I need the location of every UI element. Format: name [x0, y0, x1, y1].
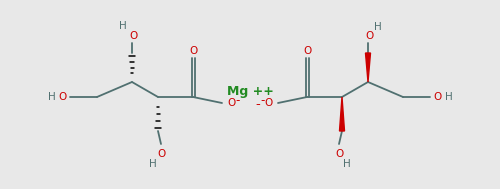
- Text: O: O: [433, 92, 442, 102]
- Text: H: H: [343, 159, 351, 169]
- Polygon shape: [340, 97, 344, 131]
- Text: Mg ++: Mg ++: [226, 84, 274, 98]
- Text: O: O: [189, 46, 197, 56]
- Polygon shape: [366, 53, 370, 82]
- Text: O: O: [365, 31, 373, 41]
- Text: H: H: [374, 22, 382, 32]
- Text: H: H: [119, 21, 127, 31]
- Text: -: -: [256, 98, 260, 112]
- Text: O: O: [227, 98, 235, 108]
- Text: O: O: [303, 46, 311, 56]
- Text: O: O: [335, 149, 343, 159]
- Text: -: -: [235, 94, 240, 108]
- Text: O: O: [59, 92, 67, 102]
- Text: H: H: [445, 92, 453, 102]
- Text: O: O: [265, 98, 273, 108]
- Text: -: -: [260, 94, 265, 108]
- Text: O: O: [157, 149, 165, 159]
- Text: H: H: [149, 159, 157, 169]
- Text: O: O: [129, 31, 137, 41]
- Text: H: H: [48, 92, 56, 102]
